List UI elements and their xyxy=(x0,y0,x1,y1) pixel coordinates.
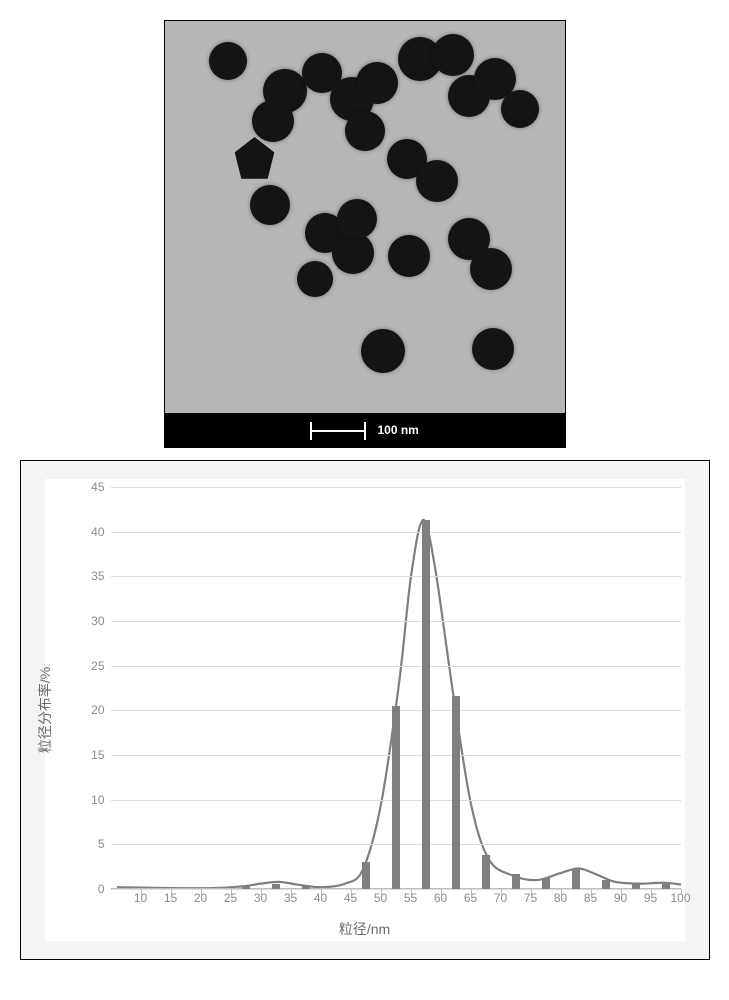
histogram-bar xyxy=(422,520,430,889)
x-tick-label: 60 xyxy=(434,891,447,905)
x-axis-title: 粒径/nm xyxy=(339,919,390,939)
grid-line xyxy=(111,666,681,667)
x-tick-label: 55 xyxy=(404,891,417,905)
histogram-bar xyxy=(512,874,520,889)
y-tick-label: 5 xyxy=(98,837,105,851)
y-tick-label: 25 xyxy=(91,659,104,673)
x-tick-label: 15 xyxy=(164,891,177,905)
y-tick-label: 45 xyxy=(91,480,104,494)
histogram-bar xyxy=(482,855,490,889)
y-tick-label: 35 xyxy=(91,569,104,583)
tem-particle xyxy=(345,111,385,151)
histogram-bar xyxy=(662,884,670,889)
x-tick-label: 35 xyxy=(284,891,297,905)
scalebar-strip: 100 nm xyxy=(165,413,565,447)
plot-inner: 粒径分布率/% 05101520253035404510152025303540… xyxy=(45,479,685,941)
scalebar-label: 100 nm xyxy=(377,423,418,437)
grid-line xyxy=(111,532,681,533)
tem-particle xyxy=(250,185,290,225)
y-tick-label: 40 xyxy=(91,525,104,539)
histogram-bar xyxy=(392,706,400,889)
tem-image-panel: 100 nm xyxy=(164,20,566,448)
x-tick-label: 65 xyxy=(464,891,477,905)
grid-line xyxy=(111,889,681,890)
x-tick-label: 70 xyxy=(494,891,507,905)
y-tick-label: 0 xyxy=(98,882,105,896)
x-tick-label: 95 xyxy=(644,891,657,905)
tem-particle xyxy=(361,329,405,373)
histogram-bar xyxy=(542,878,550,889)
tem-particle xyxy=(416,160,458,202)
tem-particle xyxy=(501,90,539,128)
y-tick-label: 30 xyxy=(91,614,104,628)
tem-particle xyxy=(209,42,247,80)
histogram-panel: 粒径分布率/% 05101520253035404510152025303540… xyxy=(20,460,710,960)
histogram-bar xyxy=(602,880,610,889)
plot-area: 0510152025303540451015202530354045505560… xyxy=(111,487,681,889)
y-tick-label: 15 xyxy=(91,748,104,762)
tem-particle xyxy=(472,328,514,370)
y-tick-label: 20 xyxy=(91,703,104,717)
grid-line xyxy=(111,576,681,577)
histogram-bar xyxy=(452,696,460,889)
x-tick-label: 20 xyxy=(194,891,207,905)
histogram-bar xyxy=(242,886,250,889)
y-tick-label: 10 xyxy=(91,793,104,807)
tem-particle xyxy=(388,235,430,277)
histogram-bar xyxy=(302,886,310,889)
grid-line xyxy=(111,621,681,622)
x-tick-label: 30 xyxy=(254,891,267,905)
x-tick-label: 75 xyxy=(524,891,537,905)
grid-line xyxy=(111,487,681,488)
y-axis-title: 粒径分布率/% xyxy=(35,667,55,753)
x-tick-label: 85 xyxy=(584,891,597,905)
x-tick-label: 45 xyxy=(344,891,357,905)
x-tick-label: 90 xyxy=(614,891,627,905)
x-tick-label: 50 xyxy=(374,891,387,905)
x-tick-label: 100 xyxy=(670,891,690,905)
x-tick-label: 25 xyxy=(224,891,237,905)
tem-particle xyxy=(337,199,377,239)
tem-particle xyxy=(356,62,398,104)
tem-particle xyxy=(470,248,512,290)
tem-particle xyxy=(252,100,294,142)
tem-particle xyxy=(297,261,333,297)
x-tick-label: 10 xyxy=(134,891,147,905)
x-tick-label: 40 xyxy=(314,891,327,905)
histogram-bar xyxy=(272,884,280,889)
histogram-bar xyxy=(632,884,640,889)
histogram-bar xyxy=(572,869,580,889)
scalebar-icon xyxy=(310,422,366,440)
tem-particle xyxy=(432,34,474,76)
histogram-bar xyxy=(362,862,370,889)
x-tick-label: 80 xyxy=(554,891,567,905)
